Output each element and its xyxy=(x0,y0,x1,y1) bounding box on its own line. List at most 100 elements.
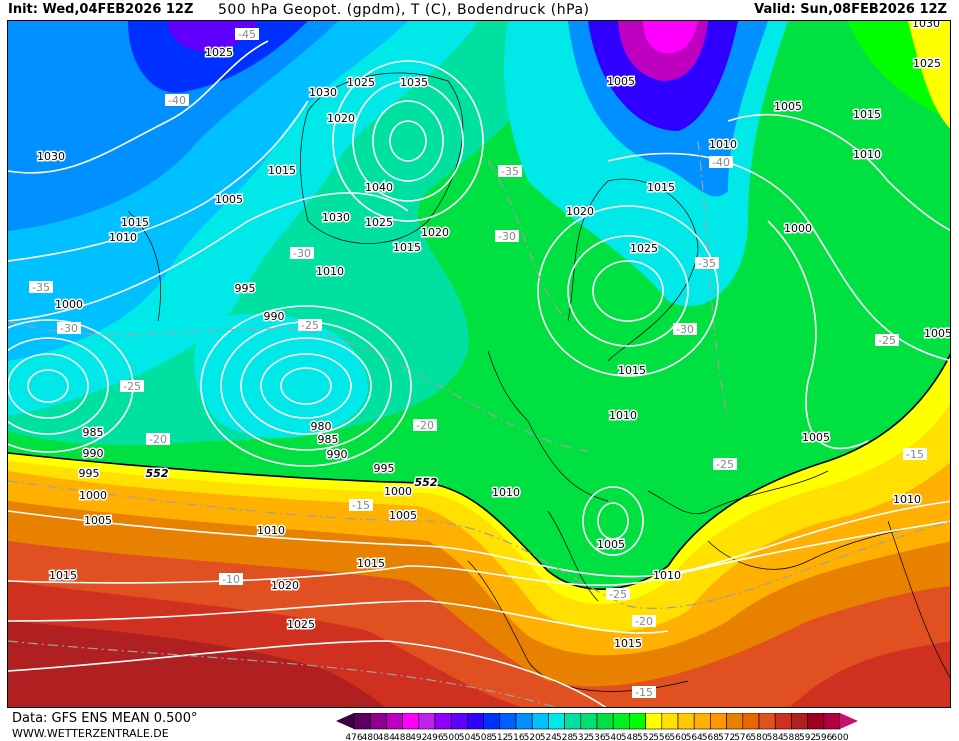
pressure-label: 1005 xyxy=(597,538,625,551)
temperature-label: -30 xyxy=(673,323,697,336)
legend-swatch xyxy=(807,713,825,730)
temperature-label-text: -35 xyxy=(501,165,519,178)
legend-swatch xyxy=(434,713,452,730)
temperature-isotherm xyxy=(697,140,729,422)
isobar-high xyxy=(372,100,444,182)
temperature-label-text: -25 xyxy=(716,458,734,471)
legend-swatch xyxy=(418,713,436,730)
temperature-label-text: -40 xyxy=(168,94,186,107)
pressure-label: 980 xyxy=(311,420,332,433)
pressure-label: 1015 xyxy=(853,108,881,121)
pressure-label: 1010 xyxy=(709,138,737,151)
legend-swatch xyxy=(353,713,371,730)
field-552-ne xyxy=(908,21,950,129)
pressure-label: 1020 xyxy=(271,579,299,592)
legend-swatch xyxy=(742,713,760,730)
pressure-label: 1005 xyxy=(607,75,635,88)
legend-tick-label: 524 xyxy=(540,733,557,741)
legend-tick-label: 512 xyxy=(491,733,508,741)
pressure-label: 990 xyxy=(327,448,348,461)
map-title-bar: Init: Wed,04FEB2026 12Z 500 hPa Geopot. … xyxy=(0,0,959,20)
temperature-label-text: -20 xyxy=(635,615,653,628)
pressure-label: 1030 xyxy=(322,211,350,224)
pressure-label: 1000 xyxy=(79,489,107,502)
temperature-label-box xyxy=(495,230,519,242)
legend-tick-label: 568 xyxy=(702,733,719,741)
temperature-label: -30 xyxy=(57,322,81,335)
isobar-high xyxy=(537,205,719,377)
pressure-label: 1020 xyxy=(327,112,355,125)
temperature-isotherm xyxy=(487,160,569,322)
pressure-label: 1010 xyxy=(853,148,881,161)
isobar-low xyxy=(597,502,629,540)
legend-swatch xyxy=(564,713,582,730)
coastline xyxy=(127,210,161,322)
pressure-label: 1015 xyxy=(357,557,385,570)
field-488 xyxy=(643,21,698,54)
legend-swatch xyxy=(726,713,744,730)
pressure-label: 1010 xyxy=(492,486,520,499)
field-588 xyxy=(8,621,386,707)
legend-swatch xyxy=(402,713,420,730)
pressure-label: 1000 xyxy=(55,298,83,311)
isobar-low xyxy=(27,369,69,403)
pressure-label: 1035 xyxy=(400,76,428,89)
temperature-label-text: -20 xyxy=(416,419,434,432)
pressure-label: 1005 xyxy=(774,100,802,113)
temperature-label-box xyxy=(349,499,373,511)
legend-tick-label: 496 xyxy=(426,733,443,741)
data-source: Data: GFS ENS MEAN 0.500° xyxy=(12,711,198,726)
pressure-label: 1015 xyxy=(393,241,421,254)
temperature-label-box xyxy=(606,588,630,600)
temperature-label: -25 xyxy=(606,588,630,601)
temperature-label-box xyxy=(632,615,656,627)
legend-swatch xyxy=(386,713,403,730)
legend-swatch xyxy=(758,713,776,730)
isobar-high xyxy=(332,60,484,222)
temperature-label: -20 xyxy=(413,419,437,432)
legend-swatch xyxy=(548,713,565,730)
pressure-label: 1020 xyxy=(566,205,594,218)
pressure-label: 1010 xyxy=(609,409,637,422)
temperature-label-box xyxy=(298,319,322,331)
pressure-label: 1020 xyxy=(421,226,449,239)
temperature-label-text: -30 xyxy=(498,230,516,243)
legend-tick-label: 560 xyxy=(669,733,686,741)
legend-swatch xyxy=(693,713,711,730)
temperature-label: -25 xyxy=(875,334,899,347)
pressure-label: 1005 xyxy=(84,514,112,527)
temperature-label-text: -10 xyxy=(222,573,240,586)
legend-tick-label: 480 xyxy=(362,733,379,741)
pressure-label: 1015 xyxy=(647,181,675,194)
pressure-label: 1000 xyxy=(384,485,412,498)
legend-swatch xyxy=(499,713,517,730)
legend-high-arrow xyxy=(840,713,858,729)
temperature-label: -15 xyxy=(349,499,373,512)
legend-tick-label: 564 xyxy=(686,733,703,741)
legend-swatch xyxy=(450,713,468,730)
pressure-label: 985 xyxy=(318,433,339,446)
temperature-label-box xyxy=(165,94,189,106)
pressure-label: 1005 xyxy=(389,509,417,522)
legend-tick-label: 556 xyxy=(653,733,670,741)
pressure-label: 1015 xyxy=(614,637,642,650)
temperature-label-text: -25 xyxy=(301,319,319,332)
isobar-high xyxy=(567,235,689,347)
isobar-low xyxy=(582,486,644,556)
legend-tick-label: 536 xyxy=(588,733,605,741)
legend-swatch xyxy=(629,713,646,730)
temperature-label-box xyxy=(235,28,259,40)
temperature-label: -25 xyxy=(713,458,737,471)
pressure-label: 1005 xyxy=(215,193,243,206)
isobar xyxy=(607,152,950,362)
legend-tick-label: 600 xyxy=(831,733,848,741)
legend-tick-label: 596 xyxy=(815,733,832,741)
weather-map: 1025 1030 1025 1035 1020 1005 1005 1015 1010 1010… xyxy=(7,20,951,708)
isobar xyxy=(8,640,607,707)
isobar xyxy=(8,192,409,322)
legend-swatch xyxy=(774,713,792,730)
temperature-label: -25 xyxy=(298,319,322,332)
pressure-label: 990 xyxy=(83,447,104,460)
legend-swatch xyxy=(483,713,501,730)
temperature-label-text: -25 xyxy=(123,380,141,393)
